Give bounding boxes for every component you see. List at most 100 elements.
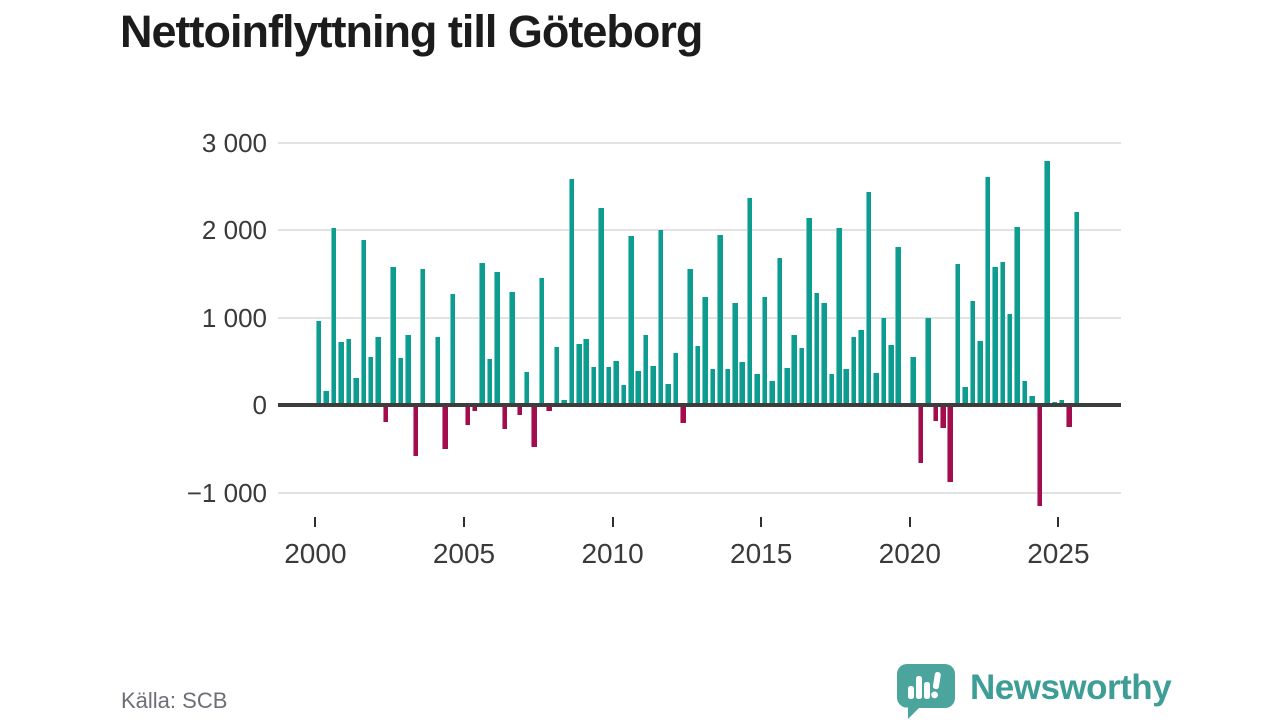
bar-2012-q1 bbox=[672, 352, 679, 405]
x-axis-label-2010: 2010 bbox=[581, 538, 644, 569]
bar-2013-q3 bbox=[717, 235, 723, 406]
bar-2015-q1 bbox=[761, 297, 768, 405]
bar-2007-q1 bbox=[523, 371, 530, 406]
bar-2014-q4 bbox=[754, 374, 760, 405]
bar-2003-q1 bbox=[405, 335, 411, 405]
bar-2006-q4 bbox=[516, 405, 523, 415]
bar-2005-q4 bbox=[486, 359, 493, 405]
newsworthy-logo[interactable]: Newsworthy bbox=[895, 662, 1172, 720]
bar-2008-q1 bbox=[553, 346, 560, 405]
bar-2011-q4 bbox=[665, 384, 671, 405]
bar-2023-q1 bbox=[999, 261, 1006, 405]
bar-2016-q2 bbox=[798, 347, 805, 405]
x-axis-line bbox=[278, 403, 1121, 407]
bar-2005-q3 bbox=[479, 263, 485, 406]
x-axis-label-2005: 2005 bbox=[432, 538, 496, 569]
bar-2025-q2 bbox=[1066, 405, 1072, 427]
bar-2022-q1 bbox=[969, 300, 976, 405]
bar-2016-q4 bbox=[813, 293, 820, 405]
bar-2019-q3 bbox=[895, 246, 901, 405]
bar-2016-q1 bbox=[791, 335, 797, 405]
y-axis-label: 2 000 bbox=[201, 215, 267, 245]
bar-2001-q1 bbox=[345, 338, 352, 405]
bar-2018-q4 bbox=[873, 372, 879, 405]
bar-2010-q4 bbox=[635, 371, 641, 405]
bar-2002-q4 bbox=[397, 357, 404, 406]
bar-2020-q3 bbox=[925, 318, 931, 405]
bar-2018-q3 bbox=[865, 192, 872, 405]
bar-2001-q3 bbox=[360, 239, 367, 405]
bar-2019-q1 bbox=[880, 317, 887, 405]
bar-2017-q2 bbox=[828, 374, 835, 405]
bar-2021-q4 bbox=[962, 386, 968, 405]
bar-2015-q4 bbox=[784, 368, 790, 406]
bar-2024-q1 bbox=[1029, 396, 1035, 406]
bar-2017-q1 bbox=[821, 302, 827, 405]
bar-2020-q1 bbox=[910, 356, 916, 405]
bar-2022-q2 bbox=[977, 341, 983, 405]
bar-2012-q4 bbox=[694, 346, 701, 405]
bar-2020-q4 bbox=[932, 405, 939, 422]
bar-2019-q2 bbox=[888, 344, 894, 405]
bar-2025-q1 bbox=[1058, 400, 1065, 405]
bar-2005-q1 bbox=[464, 405, 471, 426]
bar-2008-q4 bbox=[576, 343, 582, 405]
bar-2006-q1 bbox=[494, 272, 500, 405]
bar-2001-q2 bbox=[353, 377, 359, 405]
bar-2017-q4 bbox=[843, 369, 849, 405]
bar-2007-q2 bbox=[531, 405, 537, 447]
bar-2021-q1 bbox=[940, 405, 946, 429]
bar-2003-q2 bbox=[412, 405, 419, 456]
bar-2024-q2 bbox=[1036, 405, 1043, 506]
bar-2022-q4 bbox=[992, 267, 998, 405]
bar-2015-q3 bbox=[776, 258, 783, 405]
bar-2013-q4 bbox=[724, 368, 731, 405]
bar-2004-q1 bbox=[434, 336, 441, 406]
bar-2025-q3 bbox=[1073, 211, 1080, 405]
x-axis-label-2015: 2015 bbox=[730, 538, 793, 569]
bar-2023-q3 bbox=[1014, 226, 1020, 405]
bar-2011-q2 bbox=[650, 365, 656, 405]
bar-2000-q4 bbox=[338, 342, 344, 405]
bar-2023-q2 bbox=[1006, 313, 1013, 405]
bar-2013-q1 bbox=[702, 297, 708, 405]
x-axis-tick-2025 bbox=[1057, 517, 1060, 527]
bar-2023-q4 bbox=[1021, 380, 1028, 405]
y-axis-label: 3 000 bbox=[201, 127, 267, 158]
gridline-1000 bbox=[278, 316, 1121, 319]
bar-2014-q2 bbox=[739, 362, 745, 405]
bar-2014-q3 bbox=[746, 197, 753, 405]
bar-2010-q1 bbox=[613, 360, 619, 405]
bar-chart-speech-bubble-icon bbox=[897, 664, 955, 719]
bar-2012-q2 bbox=[680, 405, 686, 423]
bar-2008-q2 bbox=[561, 400, 567, 405]
x-axis-label-2000: 2000 bbox=[284, 538, 347, 569]
y-axis-label: 0 bbox=[252, 390, 267, 420]
x-axis-tick-2020 bbox=[908, 517, 911, 527]
bar-2003-q3 bbox=[419, 269, 426, 405]
page-title: Nettoinflyttning till Göteborg bbox=[120, 6, 703, 57]
bar-2006-q3 bbox=[509, 292, 515, 405]
x-axis-tick-2000 bbox=[314, 517, 317, 527]
bar-2011-q1 bbox=[642, 335, 649, 405]
bar-2009-q1 bbox=[583, 339, 589, 405]
bar-2021-q3 bbox=[954, 263, 961, 405]
y-axis-label: −1 000 bbox=[186, 477, 267, 508]
bar-2022-q3 bbox=[984, 176, 991, 405]
bar-2007-q4 bbox=[546, 405, 552, 411]
bar-2021-q2 bbox=[947, 405, 953, 482]
x-axis-label-2025: 2025 bbox=[1027, 538, 1090, 569]
bar-2004-q3 bbox=[449, 293, 456, 405]
x-axis-tick-2005 bbox=[463, 517, 465, 527]
bar-2010-q2 bbox=[620, 385, 627, 405]
y-axis-label: 1 000 bbox=[201, 302, 267, 333]
x-axis-tick-2010 bbox=[611, 517, 614, 527]
source-note: Källa: SCB bbox=[121, 688, 228, 713]
bar-2000-q3 bbox=[330, 228, 337, 406]
bar-2010-q3 bbox=[628, 236, 634, 405]
gridline-3000 bbox=[278, 141, 1121, 144]
bar-2006-q2 bbox=[501, 405, 508, 429]
bar-2007-q3 bbox=[538, 278, 545, 405]
bar-2024-q3 bbox=[1044, 160, 1050, 405]
